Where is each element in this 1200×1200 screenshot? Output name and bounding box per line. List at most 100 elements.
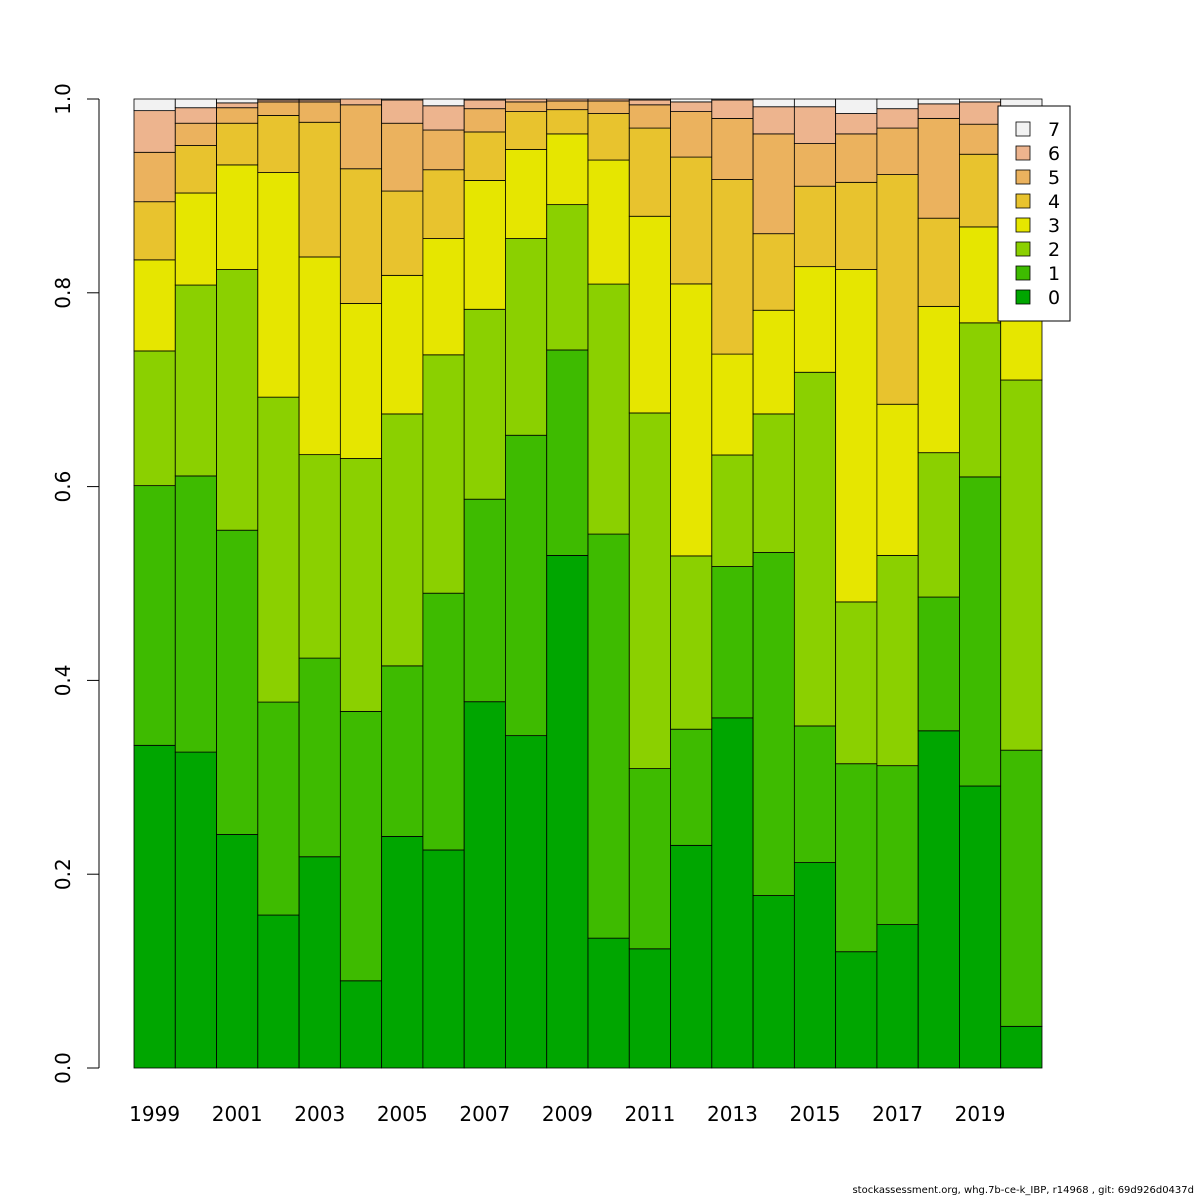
bar-segment-2012-age-6 (670, 101, 713, 112)
bar-segment-2019-age-6 (959, 101, 1002, 125)
bar-segment-2016-age-4 (835, 181, 878, 270)
bar-segment-2002-age-3 (257, 172, 300, 398)
y-tick-label: 0.4 (51, 664, 75, 696)
bar-segment-2019-age-5 (959, 123, 1002, 155)
legend-label-4: 4 (1048, 191, 1060, 213)
legend-swatch-5 (1015, 169, 1031, 185)
bar-segment-2018-age-2 (917, 452, 960, 598)
bar-segment-2008-age-4 (505, 111, 548, 150)
bar-segment-2016-age-6 (835, 113, 878, 135)
bar-segment-2017-age-4 (876, 174, 919, 405)
bar-segment-2005-age-2 (381, 413, 424, 667)
bar-segment-2007-age-6 (463, 99, 506, 110)
bar-segment-2009-age-6 (546, 98, 589, 102)
bar-segment-2018-age-1 (917, 596, 960, 732)
x-tick-label: 2015 (790, 1102, 841, 1126)
bar-segment-2003-age-5 (298, 101, 341, 123)
bar-segment-2010-age-2 (587, 283, 630, 535)
bar-segment-2009-age-1 (546, 349, 589, 556)
bar-segment-2018-age-0 (917, 730, 960, 1069)
bar-segment-2006-age-5 (422, 129, 465, 171)
legend-label-2: 2 (1048, 239, 1060, 261)
bar-segment-2005-age-3 (381, 274, 424, 415)
bar-segment-2015-age-4 (793, 185, 837, 268)
bar-segment-2015-age-6 (793, 106, 837, 144)
bar-segment-2002-age-4 (257, 115, 300, 173)
bar-segment-1999-age-6 (133, 110, 176, 153)
legend-label-5: 5 (1048, 167, 1060, 189)
bar-segment-2019-age-7 (959, 98, 1002, 103)
y-tick-label: 0.2 (51, 858, 75, 890)
x-axis: 1999 2001 2003 2005 2007 2009 2011 2013 2015 2017… (129, 1102, 1005, 1126)
bar-segment-2014-age-0 (752, 895, 795, 1069)
bar-segment-2020-age-1 (1000, 749, 1043, 1027)
bar-segment-2007-age-4 (463, 131, 506, 181)
bar-segment-2003-age-1 (298, 657, 341, 858)
bar-segment-2017-age-2 (876, 555, 919, 767)
bar-segment-2004-age-5 (339, 104, 383, 170)
bar-segment-2005-age-4 (381, 190, 424, 276)
x-tick-label: 2005 (377, 1102, 428, 1126)
bar-segment-2001-age-0 (216, 834, 259, 1069)
bar-segment-2014-age-7 (752, 98, 795, 108)
x-tick-label: 2019 (955, 1102, 1006, 1126)
bar-segment-2001-age-4 (216, 122, 259, 166)
x-tick-label: 2007 (459, 1102, 510, 1126)
bar-segment-2013-age-7 (711, 98, 754, 101)
bar-segment-2009-age-5 (546, 100, 589, 111)
x-tick-label: 2011 (624, 1102, 675, 1126)
bar-segment-2006-age-4 (422, 169, 465, 239)
bar-segment-2000-age-2 (174, 284, 217, 477)
bar-segment-2005-age-5 (381, 122, 424, 192)
bar-segment-2012-age-1 (670, 728, 713, 846)
bar-segment-2004-age-4 (339, 168, 383, 304)
bar-segment-2011-age-4 (628, 127, 671, 217)
bar-segment-2019-age-4 (959, 153, 1002, 228)
legend-label-7: 7 (1048, 119, 1060, 141)
bar-segment-2009-age-4 (546, 109, 589, 135)
bar-segment-2015-age-0 (793, 862, 837, 1069)
bar-segment-2004-age-1 (339, 711, 383, 982)
bar-segment-2008-age-2 (505, 238, 548, 436)
bar-segment-2014-age-5 (752, 133, 795, 235)
bar-segment-2011-age-1 (628, 768, 671, 950)
bar-segment-2000-age-7 (174, 98, 217, 109)
bar-segment-2010-age-1 (587, 533, 630, 939)
bar-segment-2015-age-5 (793, 143, 837, 187)
x-tick-label: 2009 (542, 1102, 593, 1126)
bar-segment-2000-age-5 (174, 122, 217, 146)
bar-segment-2013-age-6 (711, 99, 754, 119)
x-tick-label: 2013 (707, 1102, 758, 1126)
bar-segment-2010-age-5 (587, 100, 630, 114)
bar-segment-2018-age-5 (917, 117, 960, 219)
bar-segment-2007-age-2 (463, 308, 506, 500)
legend-swatch-6 (1015, 145, 1031, 161)
bar-segment-2015-age-7 (793, 98, 837, 108)
bar-segment-2018-age-4 (917, 217, 960, 307)
y-tick-label: 0.6 (51, 471, 75, 503)
bar-segment-2017-age-1 (876, 765, 919, 925)
legend-swatch-3 (1015, 217, 1031, 233)
legend-label-0: 0 (1048, 287, 1060, 309)
bar-segment-1999-age-1 (133, 485, 176, 746)
bar-segment-2019-age-0 (959, 785, 1002, 1069)
bar-segment-2003-age-2 (298, 454, 341, 659)
bar-segment-1999-age-7 (133, 98, 176, 112)
bar-segment-2005-age-7 (381, 98, 424, 101)
bar-segment-2011-age-5 (628, 104, 671, 129)
bar-segment-2000-age-6 (174, 107, 217, 124)
bar-segment-2006-age-2 (422, 354, 465, 594)
bar-segment-2016-age-3 (835, 269, 878, 603)
bar-segment-2001-age-6 (216, 102, 259, 109)
bar-segment-2002-age-7 (257, 98, 300, 101)
bar-segment-2009-age-2 (546, 204, 589, 351)
bar-segment-2012-age-3 (670, 283, 713, 557)
bar-segment-2016-age-7 (835, 98, 878, 114)
bar-segment-2011-age-0 (628, 948, 671, 1069)
bar-segment-2007-age-1 (463, 498, 506, 703)
bar-segment-2015-age-3 (793, 266, 837, 373)
bar-segment-2004-age-3 (339, 303, 383, 459)
bar-segment-2005-age-6 (381, 99, 424, 124)
